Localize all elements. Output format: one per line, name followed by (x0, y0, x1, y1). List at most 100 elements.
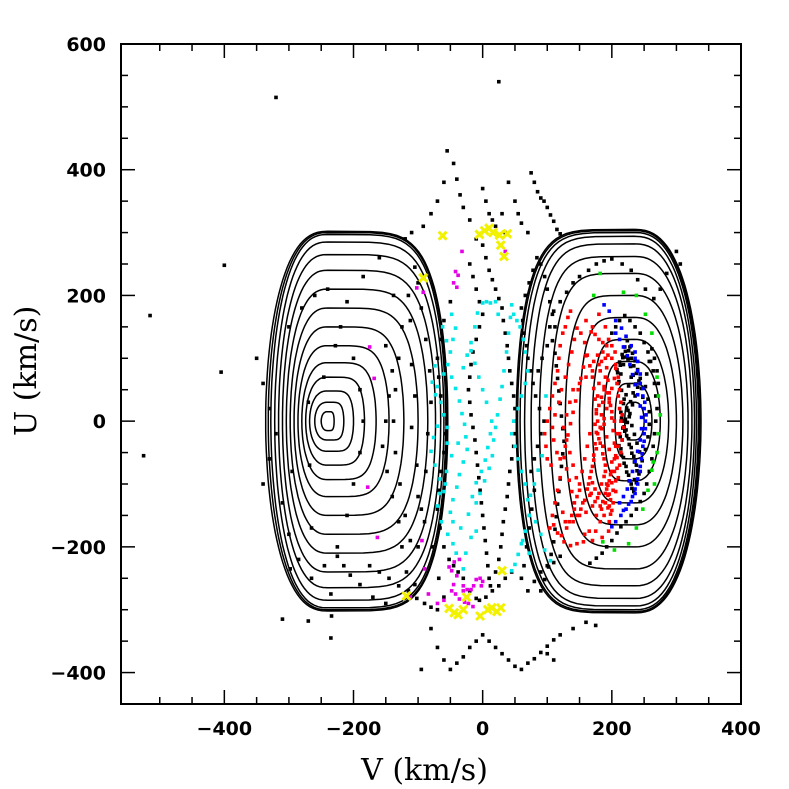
data-point (619, 372, 623, 376)
data-point (390, 369, 395, 373)
data-point (619, 416, 624, 420)
data-point (469, 413, 473, 417)
data-point (548, 213, 553, 217)
data-point (644, 413, 648, 417)
data-point (451, 337, 455, 342)
data-point (634, 507, 639, 511)
data-point (551, 540, 556, 544)
data-point (567, 519, 572, 524)
data-point (400, 325, 404, 329)
data-point (474, 450, 479, 455)
data-point (538, 196, 543, 200)
data-point (442, 450, 446, 455)
data-point (413, 582, 417, 587)
data-point (619, 452, 624, 457)
data-point (477, 299, 482, 304)
data-point (619, 326, 624, 330)
data-point (442, 413, 446, 417)
data-point (358, 387, 362, 392)
data-point (597, 403, 601, 408)
data-point (569, 350, 574, 354)
data-point (598, 271, 603, 276)
data-point (604, 487, 609, 491)
orbit-contour (308, 390, 355, 453)
data-point (429, 400, 433, 405)
data-point (607, 519, 612, 524)
data-point (634, 371, 639, 376)
data-point (419, 306, 424, 310)
data-point (475, 311, 480, 315)
data-point (306, 400, 311, 405)
data-point (500, 211, 504, 216)
data-point (451, 519, 455, 524)
data-point (558, 554, 562, 559)
data-point (403, 513, 407, 518)
data-point (501, 519, 506, 524)
data-point (442, 372, 446, 376)
data-point (582, 457, 587, 461)
data-point (624, 519, 628, 524)
data-point (365, 485, 370, 489)
data-point (639, 457, 644, 461)
data-point (613, 519, 618, 524)
data-point (591, 458, 596, 462)
data-point (393, 450, 398, 455)
data-point (261, 482, 265, 486)
data-point (482, 479, 487, 483)
data-point (522, 331, 526, 335)
data-point (306, 619, 311, 623)
data-point (544, 394, 548, 398)
data-point (429, 605, 433, 609)
data-point (593, 487, 597, 491)
data-point (622, 461, 626, 466)
data-point (414, 286, 419, 290)
data-point (473, 361, 477, 366)
orbit-contour (293, 326, 405, 517)
data-point (288, 567, 293, 571)
data-point (550, 513, 555, 518)
data-point (458, 526, 463, 530)
data-point (598, 504, 603, 508)
data-point (480, 633, 485, 637)
data-point (549, 463, 553, 467)
data-point (274, 431, 278, 436)
data-point (424, 337, 428, 342)
data-point (633, 325, 637, 329)
data-point (420, 538, 424, 543)
data-point (566, 315, 570, 320)
data-point (619, 410, 623, 415)
data-point (448, 350, 453, 354)
data-point (433, 392, 438, 397)
data-point (638, 499, 643, 504)
data-point (615, 455, 619, 460)
data-point (622, 397, 626, 401)
data-point (442, 595, 446, 599)
data-point (545, 651, 550, 656)
data-point (383, 601, 388, 606)
data-point (540, 356, 544, 361)
data-point (594, 556, 599, 560)
data-point (582, 532, 587, 537)
data-point (630, 423, 634, 428)
data-point (615, 431, 619, 436)
data-point (408, 538, 413, 543)
data-point (664, 271, 669, 276)
data-point (651, 444, 655, 449)
y-tick-label: 0 (93, 411, 106, 433)
orbit-contour (564, 294, 684, 548)
data-point (538, 532, 543, 537)
data-point-cross (502, 228, 513, 239)
data-points (141, 79, 683, 672)
data-point (457, 399, 462, 403)
data-point (564, 290, 569, 295)
data-point (465, 353, 469, 357)
data-point (523, 529, 528, 533)
data-point (568, 309, 573, 313)
data-point (465, 447, 469, 452)
data-point (616, 444, 621, 449)
data-point (617, 501, 622, 505)
data-point (484, 595, 488, 599)
data-point (322, 563, 327, 568)
data-point (500, 532, 504, 537)
data-point (588, 364, 592, 368)
